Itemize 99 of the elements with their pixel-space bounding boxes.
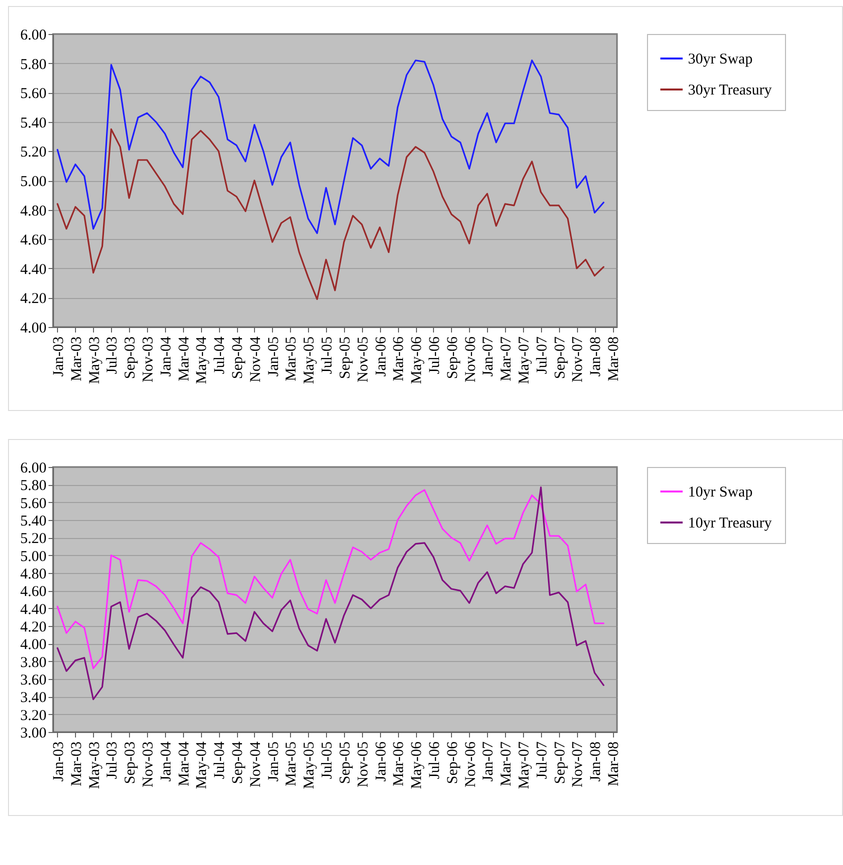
y-tick-label: 5.40 — [20, 115, 46, 132]
y-tick-label: 4.80 — [20, 566, 46, 582]
y-tick-label: 5.80 — [20, 478, 46, 494]
y-tick-label: 3.20 — [20, 708, 46, 724]
x-tick-label: Mar-05 — [284, 336, 300, 382]
x-tick-label: May-03 — [86, 742, 103, 789]
x-tick-label: Mar-07 — [498, 741, 515, 786]
x-tick-label: Jan-04 — [158, 741, 174, 782]
legend-label: 10yr Treasury — [688, 516, 772, 532]
y-tick-label: 5.20 — [20, 144, 46, 161]
x-tick-label: Jul-07 — [534, 741, 550, 779]
x-tick-label: Mar-03 — [68, 742, 85, 786]
y-tick-label: 4.60 — [20, 232, 46, 249]
x-tick-label: Sep-04 — [230, 741, 246, 784]
x-tick-label: Mar-04 — [176, 741, 192, 786]
x-tick-label: Sep-06 — [444, 336, 461, 379]
x-tick-label: Jul-06 — [426, 336, 443, 374]
x-tick-label: Sep-05 — [337, 336, 354, 379]
x-tick-label: Mar-08 — [606, 742, 622, 786]
x-tick-label: May-06 — [409, 336, 426, 384]
x-tick-label: Sep-03 — [122, 336, 139, 379]
y-tick-label: 5.60 — [20, 86, 46, 102]
x-tick-label: Nov-06 — [462, 336, 479, 382]
x-tick-label: Nov-04 — [248, 336, 264, 382]
y-tick-label: 4.20 — [20, 291, 46, 308]
x-tick-label: Jan-03 — [50, 742, 67, 782]
x-tick-label: Jul-04 — [212, 741, 228, 779]
line-series — [56, 489, 604, 670]
x-tick-label: Nov-05 — [355, 742, 372, 788]
y-tick-label: 5.00 — [20, 174, 46, 190]
legend-label: 30yr Treasury — [688, 82, 772, 98]
legend-label: 10yr Swap — [688, 484, 753, 500]
y-tick-label: 3.00 — [20, 726, 46, 742]
x-tick-label: Nov-07 — [570, 336, 586, 382]
x-tick-label: May-04 — [194, 336, 210, 384]
x-tick-label: Nov-05 — [355, 336, 372, 382]
y-tick-label: 4.60 — [20, 584, 46, 600]
x-tick-label: Mar-07 — [498, 336, 515, 382]
x-tick-label: May-05 — [302, 742, 318, 789]
x-tick-label: Mar-05 — [284, 742, 300, 786]
x-tick-label: Jan-05 — [266, 336, 282, 376]
x-tick-label: May-04 — [194, 741, 210, 789]
x-tick-label: Mar-08 — [606, 336, 622, 382]
x-tick-label: Jul-05 — [320, 742, 336, 779]
x-tick-label: Nov-06 — [462, 741, 479, 788]
x-tick-label: Jul-03 — [104, 742, 121, 779]
x-tick-label: Mar-06 — [391, 741, 408, 786]
line-series — [56, 486, 604, 700]
y-tick-label: 3.80 — [20, 654, 46, 671]
x-tick-label: May-06 — [409, 741, 426, 789]
x-tick-label: Mar-06 — [391, 336, 408, 382]
x-tick-label: Jan-07 — [480, 336, 497, 376]
x-tick-label: Nov-07 — [570, 741, 586, 788]
x-tick-label: Jan-08 — [588, 336, 604, 376]
y-tick-label: 5.20 — [20, 531, 46, 548]
x-tick-label: Jan-06 — [373, 336, 390, 376]
line-series — [56, 60, 604, 234]
y-tick-label: 3.60 — [20, 672, 46, 688]
y-tick-label: 5.00 — [20, 548, 46, 565]
y-tick-label: 6.00 — [20, 28, 46, 44]
x-tick-label: Sep-05 — [337, 742, 354, 784]
x-tick-label: Jul-06 — [426, 741, 443, 779]
x-tick-label: Sep-03 — [122, 742, 139, 784]
line-series — [56, 128, 604, 300]
y-tick-label: 5.40 — [20, 514, 46, 530]
x-tick-label: Sep-07 — [552, 336, 568, 379]
x-tick-label: May-05 — [302, 336, 318, 384]
y-tick-label: 4.40 — [20, 262, 46, 278]
y-tick-label: 4.00 — [20, 637, 46, 654]
x-tick-label: May-03 — [86, 336, 103, 384]
y-tick-label: 4.40 — [20, 602, 46, 618]
x-tick-label: Nov-03 — [140, 742, 156, 788]
y-tick-label: 5.80 — [20, 56, 46, 73]
x-tick-label: Nov-03 — [140, 336, 156, 382]
x-tick-label: May-07 — [516, 741, 532, 789]
x-tick-label: Sep-07 — [552, 741, 568, 784]
x-tick-label: Jan-07 — [480, 741, 497, 782]
x-tick-label: Jan-05 — [266, 742, 282, 782]
y-tick-label: 5.60 — [20, 496, 46, 512]
x-tick-label: Sep-06 — [444, 741, 461, 784]
x-tick-label: Mar-03 — [68, 336, 85, 382]
x-tick-label: Jan-04 — [158, 336, 174, 376]
x-tick-label: Jul-04 — [212, 336, 228, 374]
x-tick-label: Jan-06 — [373, 741, 390, 782]
x-tick-label: Sep-04 — [230, 336, 246, 379]
x-tick-label: Jan-03 — [50, 336, 67, 376]
y-tick-label: 4.00 — [20, 320, 46, 336]
x-tick-label: May-07 — [516, 336, 532, 384]
x-tick-label: Jul-07 — [534, 336, 550, 374]
legend-label: 30yr Swap — [688, 52, 753, 68]
y-tick-label: 4.80 — [20, 203, 46, 220]
y-tick-label: 4.20 — [20, 620, 46, 636]
x-tick-label: Nov-04 — [248, 741, 264, 788]
x-tick-label: Jul-03 — [104, 336, 121, 374]
y-tick-label: 3.40 — [20, 690, 46, 706]
y-tick-label: 6.00 — [20, 460, 46, 476]
x-tick-label: Jan-08 — [588, 742, 604, 782]
x-tick-label: Jul-05 — [320, 336, 336, 374]
x-tick-label: Mar-04 — [176, 336, 192, 382]
